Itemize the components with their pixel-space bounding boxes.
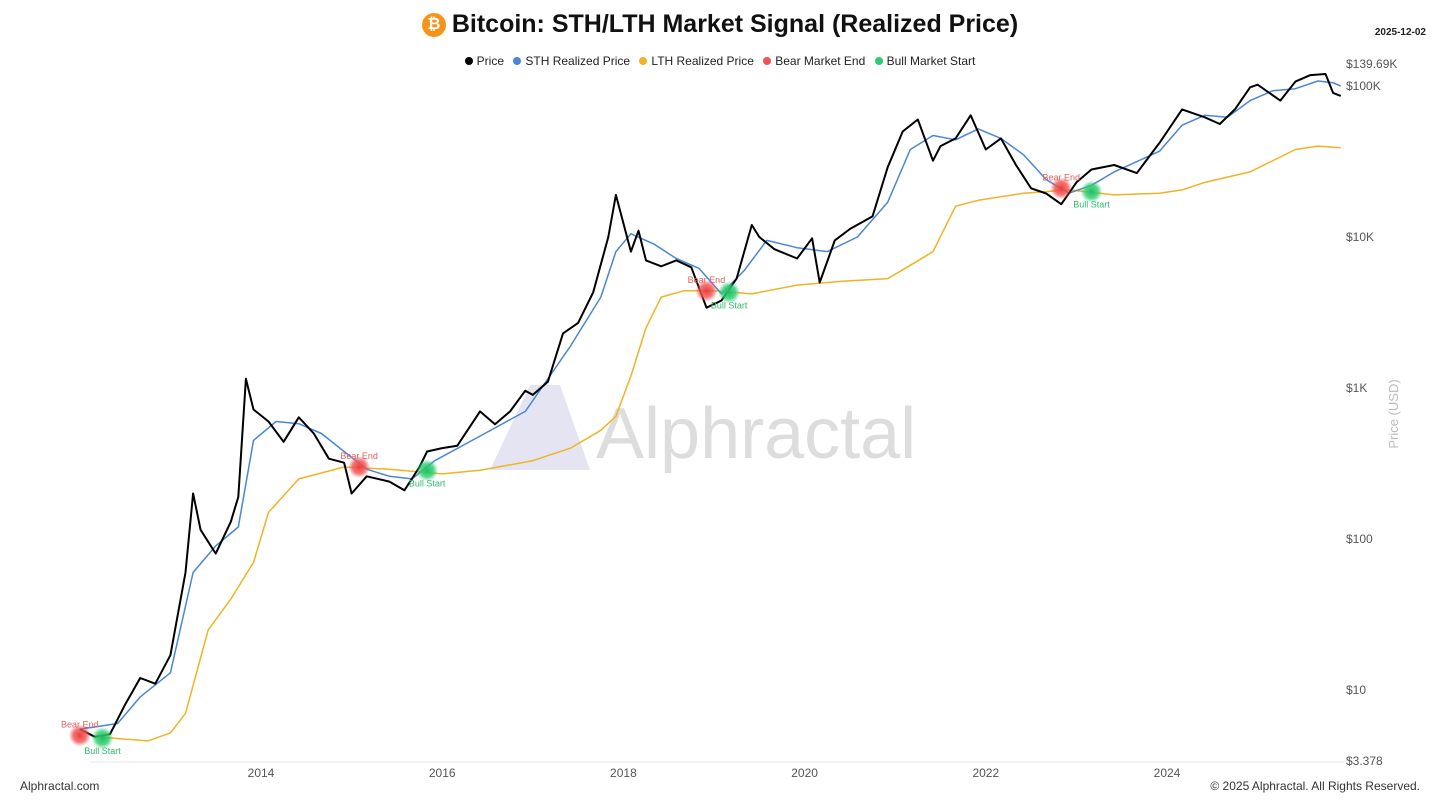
y-tick-label: $10K <box>1346 230 1374 244</box>
watermark-text: Alphractal <box>596 394 916 474</box>
x-tick-label: 2016 <box>429 766 456 780</box>
legend-marker-icon <box>464 57 473 65</box>
legend-item-bear-end[interactable]: Bear Market End <box>763 54 865 68</box>
footer-site[interactable]: Alphractal.com <box>20 779 100 793</box>
bull-start-label: Bull Start <box>711 300 748 310</box>
bear-end-marker <box>348 455 371 478</box>
y-tick-label: $3.378 <box>1346 754 1383 768</box>
bear-end-marker <box>695 279 718 302</box>
y-tick-label: $139.69K <box>1346 57 1397 71</box>
y-tick-label: $1K <box>1346 381 1367 395</box>
x-tick-label: 2020 <box>791 766 818 780</box>
bull-start-label: Bull Start <box>409 478 446 488</box>
series-line-price <box>79 73 1342 738</box>
alphractal-logo-icon <box>490 385 590 470</box>
bear-end-label: Bear End <box>688 275 726 285</box>
legend-label: STH Realized Price <box>525 54 631 68</box>
title-text: Bitcoin: STH/LTH Market Signal (Realized… <box>451 10 1019 38</box>
chart-title: ₿ Bitcoin: STH/LTH Market Signal (Realize… <box>0 10 1440 39</box>
x-tick-label: 2014 <box>248 766 275 780</box>
legend-label: Bull Market Start <box>886 54 976 68</box>
bear-end-label: Bear End <box>61 719 99 729</box>
x-tick-label: 2022 <box>972 766 999 780</box>
legend-marker-icon <box>763 57 772 65</box>
y-tick-label: $100 <box>1346 532 1373 546</box>
legend-label: Price <box>476 54 505 68</box>
watermark-logo: Alphractal <box>490 385 916 474</box>
series-line-lth-realized-price <box>94 145 1341 742</box>
bear-end-marker <box>1050 177 1073 200</box>
bitcoin-icon: ₿ <box>421 13 446 37</box>
legend-marker-icon <box>639 57 648 65</box>
y-tick-label: $10 <box>1346 683 1366 697</box>
legend-item-price[interactable]: Price <box>464 54 505 68</box>
y-tick-label: $100K <box>1346 79 1381 93</box>
legend-label: Bear Market End <box>775 54 866 68</box>
bull-start-marker <box>1080 180 1103 203</box>
legend: Price STH Realized Price LTH Realized Pr… <box>0 54 1440 68</box>
footer-copyright: © 2025 Alphractal. All Rights Reserved. <box>1210 779 1420 793</box>
bear-end-label: Bear End <box>340 451 378 461</box>
legend-label: LTH Realized Price <box>651 54 754 68</box>
legend-item-bull-start[interactable]: Bull Market Start <box>874 54 976 68</box>
bull-start-label: Bull Start <box>1073 200 1110 210</box>
bull-start-label: Bull Start <box>84 746 121 756</box>
legend-item-lth[interactable]: LTH Realized Price <box>639 54 754 68</box>
y-axis-label: Price (USD) <box>1386 379 1401 448</box>
bear-end-marker <box>68 724 91 747</box>
legend-marker-icon <box>513 57 522 65</box>
x-tick-label: 2018 <box>610 766 637 780</box>
x-tick-label: 2024 <box>1154 766 1181 780</box>
date-stamp: 2025-12-02 <box>1374 27 1426 38</box>
bear-end-label: Bear End <box>1043 172 1081 182</box>
bull-start-marker <box>416 459 439 482</box>
legend-marker-icon <box>874 57 883 65</box>
bull-start-marker <box>718 281 741 304</box>
bull-start-marker <box>91 727 114 750</box>
legend-item-sth[interactable]: STH Realized Price <box>513 54 630 68</box>
